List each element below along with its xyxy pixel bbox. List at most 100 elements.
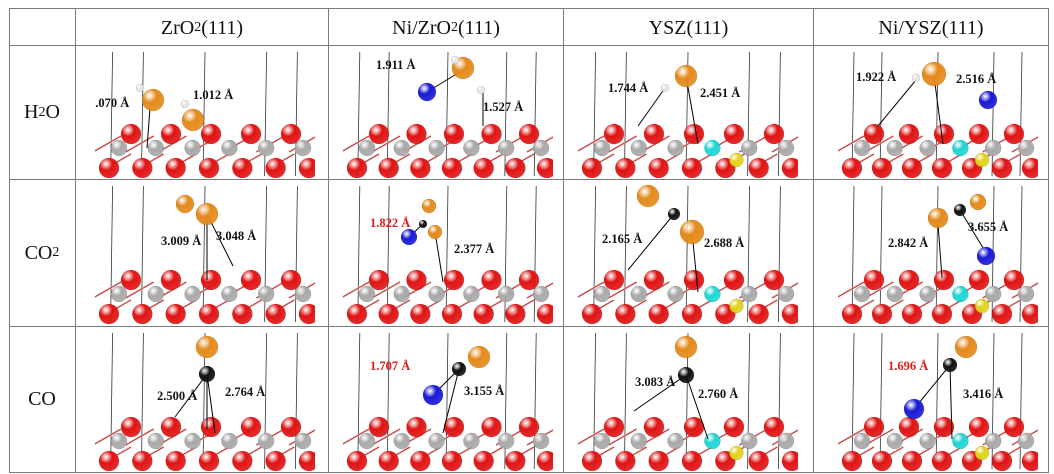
supercell-edge <box>852 333 854 469</box>
supercell-edge <box>594 333 596 469</box>
oxygen-atom <box>537 304 553 324</box>
structure-co-zro2: 2.500 Å 2.764 Å <box>95 329 315 471</box>
distance-label: 2.500 Å <box>157 389 197 404</box>
oxygen-atom <box>482 124 502 144</box>
zirconium-atom <box>631 433 647 449</box>
zirconium-atom <box>148 286 164 302</box>
oxygen-atom <box>992 451 1012 471</box>
hydrogen-atom <box>912 74 920 82</box>
zirconium-atom <box>498 433 514 449</box>
zirconium-atom <box>854 286 870 302</box>
col-divider-1 <box>328 8 329 473</box>
row-label-co2: CO 2 <box>9 180 75 326</box>
zirconium-atom <box>429 140 445 156</box>
structure-co2-ni-ysz: 2.842 Å 3.655 Å <box>838 182 1038 324</box>
supercell-edge <box>358 186 360 322</box>
hydrogen-atom <box>136 84 144 92</box>
distance-label: 3.083 Å <box>635 375 675 390</box>
oxygen-atom <box>519 417 539 437</box>
zirconium-atom <box>594 433 610 449</box>
oxygen-atom <box>682 304 702 324</box>
zirconium-atom <box>741 433 757 449</box>
oxygen-atom <box>482 270 502 290</box>
adsorbate-oxygen-atom <box>142 89 164 111</box>
oxygen-atom <box>649 158 669 178</box>
oxygen-atom <box>864 270 884 290</box>
zirconium-atom <box>185 286 201 302</box>
distance-label: 1.822 Å <box>370 216 410 231</box>
oxygen-atom <box>132 451 152 471</box>
oxygen-atom <box>281 270 301 290</box>
distance-label: 3.155 Å <box>464 384 504 399</box>
oxygen-atom <box>379 158 399 178</box>
oxygen-atom <box>749 451 769 471</box>
dopant-atom <box>729 299 743 313</box>
yttrium-atom <box>952 286 968 302</box>
adsorbate-oxygen-atom <box>422 199 436 213</box>
oxygen-atom <box>724 124 744 144</box>
oxygen-atom <box>782 158 798 178</box>
supercell-edge <box>880 333 882 469</box>
distance-label: 2.165 Å <box>602 232 642 247</box>
distance-label: 2.764 Å <box>225 385 265 400</box>
adsorbate-oxygen-atom <box>675 336 697 358</box>
zirconium-atom <box>741 140 757 156</box>
oxygen-atom <box>1022 158 1038 178</box>
distance-label: 3.655 Å <box>968 220 1008 235</box>
oxygen-atom <box>299 451 315 471</box>
nickel-atom <box>904 399 924 419</box>
oxygen-atom <box>764 124 784 144</box>
distance-label: 1.911 Å <box>376 58 416 73</box>
oxygen-atom <box>299 158 315 178</box>
supercell-edge <box>624 333 626 469</box>
oxygen-atom <box>724 270 744 290</box>
structure-co2-zro2: 3.009 Å 3.048 Å <box>95 182 315 324</box>
oxygen-atom <box>1004 270 1024 290</box>
oxygen-atom <box>266 158 286 178</box>
oxygen-atom <box>782 451 798 471</box>
distance-label: 2.377 Å <box>454 242 494 257</box>
oxygen-atom <box>166 304 186 324</box>
oxygen-atom <box>582 158 602 178</box>
oxygen-atom <box>201 124 221 144</box>
hydrogen-atom <box>181 100 189 108</box>
oxygen-atom <box>864 124 884 144</box>
table-bottom-border <box>9 472 1049 473</box>
oxygen-atom <box>649 304 669 324</box>
zirconium-atom <box>778 286 794 302</box>
oxygen-atom <box>407 270 427 290</box>
supercell-edge <box>1020 333 1022 469</box>
molecule-render <box>838 182 1038 324</box>
oxygen-atom <box>505 158 525 178</box>
supercell-edge <box>265 52 267 176</box>
oxygen-atom <box>842 304 862 324</box>
yttrium-atom <box>952 140 968 156</box>
supercell-edge <box>141 52 143 176</box>
nickel-atom <box>423 385 443 405</box>
zirconium-atom <box>533 433 549 449</box>
carbon-atom <box>199 366 215 382</box>
oxygen-atom <box>505 451 525 471</box>
adsorbate-oxygen-atom <box>675 65 697 87</box>
supercell-edge <box>111 333 113 469</box>
zirconium-atom <box>631 286 647 302</box>
zirconium-atom <box>111 140 127 156</box>
hydrogen-atom <box>661 84 669 92</box>
zirconium-atom <box>887 433 903 449</box>
molecule-render <box>578 182 798 324</box>
oxygen-atom <box>615 304 635 324</box>
molecule-render <box>343 182 553 324</box>
oxygen-atom <box>902 304 922 324</box>
oxygen-atom <box>604 270 624 290</box>
zirconium-atom <box>258 140 274 156</box>
zirconium-atom <box>778 433 794 449</box>
oxygen-atom <box>444 124 464 144</box>
zirconium-atom <box>985 140 1001 156</box>
oxygen-atom <box>379 304 399 324</box>
oxygen-atom <box>281 124 301 144</box>
oxygen-atom <box>644 270 664 290</box>
zirconium-atom <box>463 140 479 156</box>
oxygen-atom <box>932 304 952 324</box>
oxygen-atom <box>407 124 427 144</box>
nickel-atom <box>977 247 995 265</box>
